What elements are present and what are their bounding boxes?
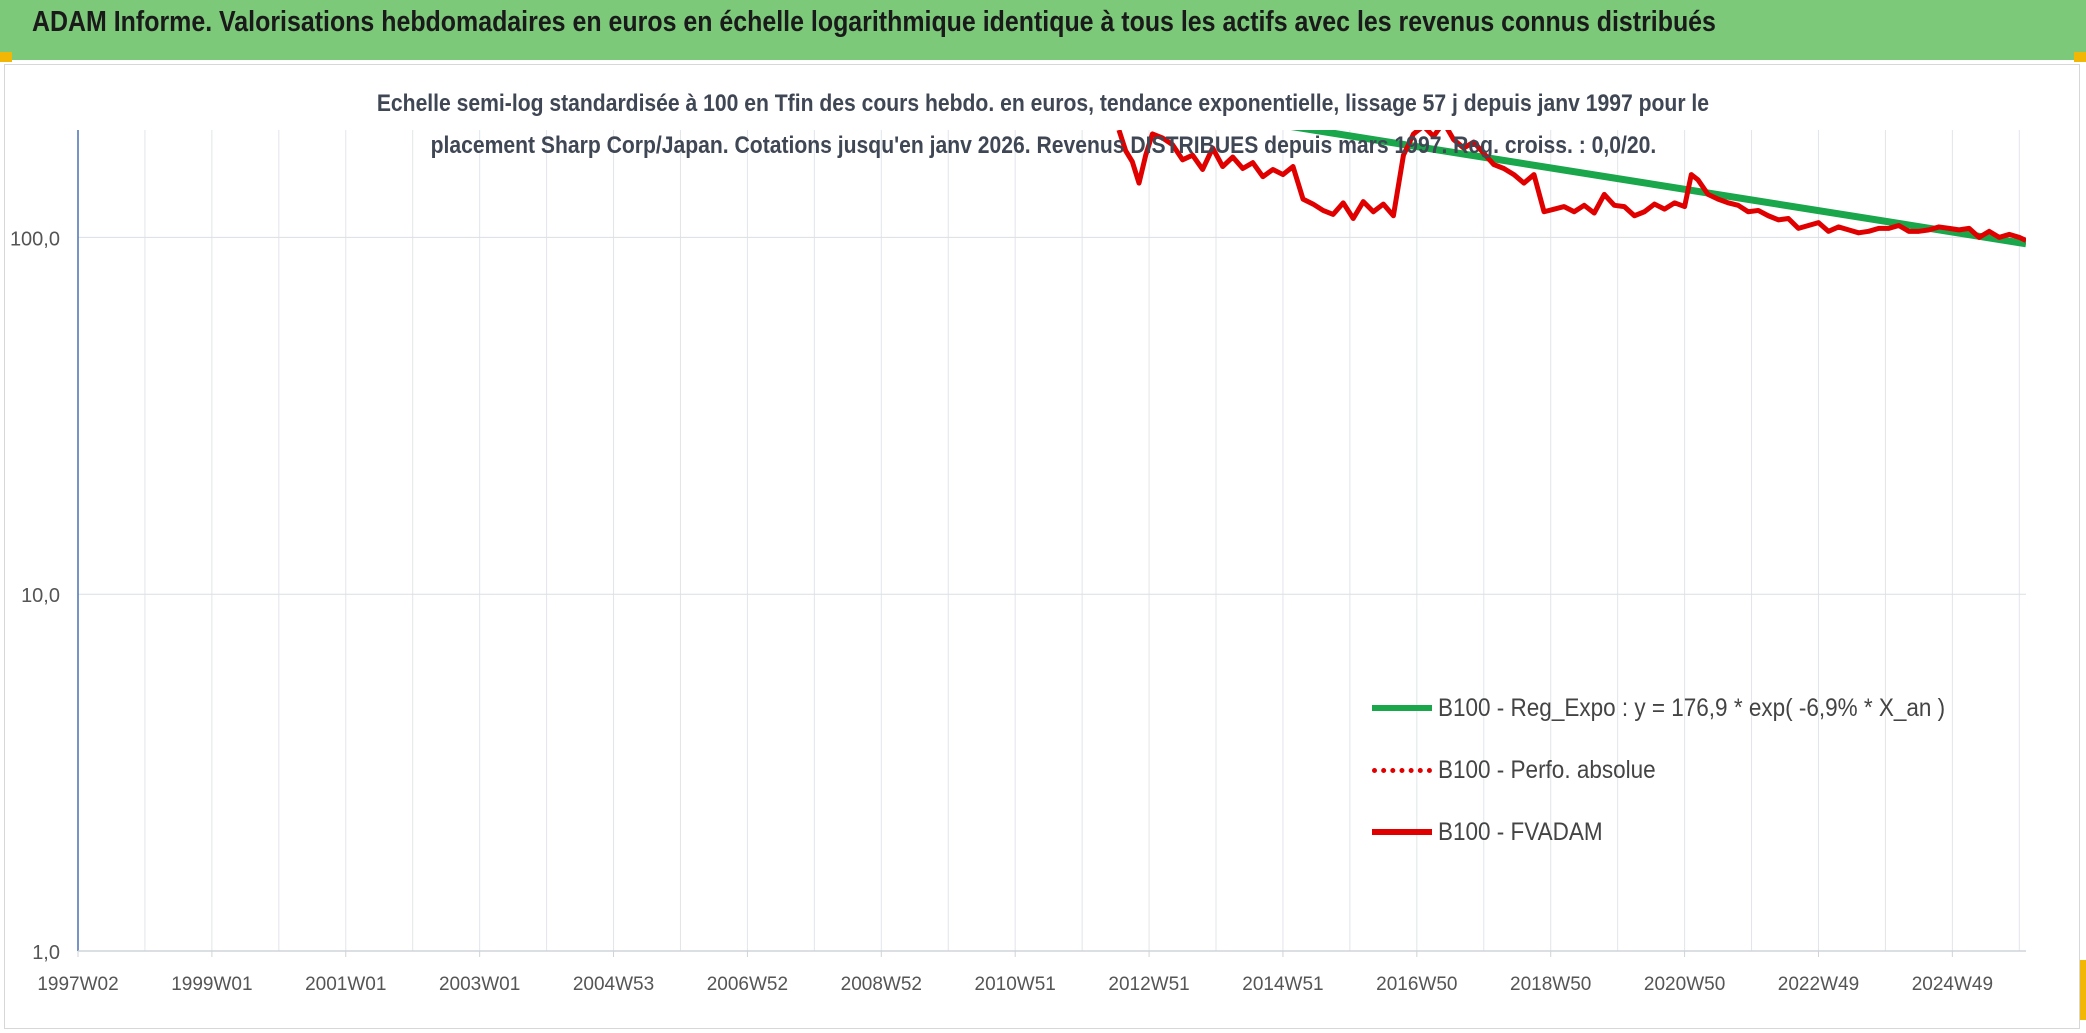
x-tick-label: 2008W52: [841, 974, 922, 995]
y-tick-label: 1,0: [32, 942, 60, 964]
legend-label-fvadam: B100 - FVADAM: [1438, 818, 1603, 846]
x-tick-label: 2022W49: [1778, 974, 1859, 995]
chart-title-line-1: Echelle semi-log standardisée à 100 en T…: [376, 90, 1710, 117]
legend-label-regression: B100 - Reg_Expo : y = 176,9 * exp( -6,9%…: [1438, 694, 1946, 722]
x-tick-label: 2003W01: [439, 974, 520, 995]
chart-title-line-2: placement Sharp Corp/Japan. Cotations ju…: [430, 132, 1656, 159]
x-tick-label: 2006W52: [707, 974, 788, 995]
corner-marker-top-left: [0, 52, 12, 62]
legend-swatch-perfo-absolue: [1372, 768, 1432, 773]
x-tick-label: 2020W50: [1644, 974, 1725, 995]
report-title: ADAM Informe. Valorisations hebdomadaire…: [32, 6, 1716, 38]
x-tick-label: 2010W51: [975, 974, 1056, 995]
x-tick-label: 2012W51: [1108, 974, 1189, 995]
x-tick-label: 2018W50: [1510, 974, 1591, 995]
x-tick-label: 2004W53: [573, 974, 654, 995]
x-tick-label: 1999W01: [171, 974, 252, 995]
x-tick-label: 2001W01: [305, 974, 386, 995]
chart-frame: [4, 64, 2080, 1029]
x-tick-label: 1997W02: [37, 974, 118, 995]
legend-swatch-fvadam: [1372, 829, 1432, 835]
corner-marker-top-right: [2074, 52, 2086, 62]
corner-marker-bottom-right: [2080, 960, 2086, 1020]
legend-label-perfo-absolue: B100 - Perfo. absolue: [1438, 756, 1656, 784]
y-tick-label: 10,0: [21, 585, 60, 607]
y-tick-label: 100,0: [10, 228, 60, 250]
x-tick-label: 2024W49: [1912, 974, 1993, 995]
series-fvadam-line: [1116, 130, 2026, 243]
series-regression-line: [1290, 130, 2026, 248]
x-tick-label: 2014W51: [1242, 974, 1323, 995]
report-header: ADAM Informe. Valorisations hebdomadaire…: [0, 0, 2086, 60]
x-tick-label: 2016W50: [1376, 974, 1457, 995]
legend-swatch-regression: [1372, 705, 1432, 711]
